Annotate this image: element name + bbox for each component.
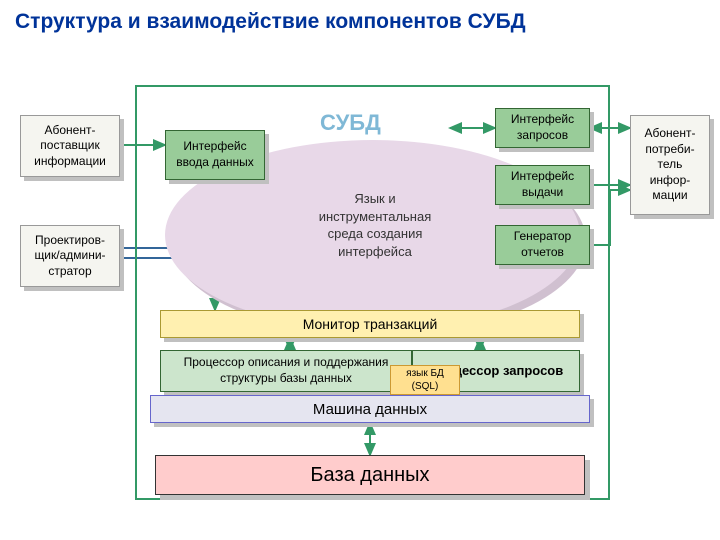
input-iface: Интерфейсввода данных [165,130,265,180]
designer: Проектиров-щик/админи-стратор [20,225,120,287]
lang-bd-box: язык БД(SQL) [390,365,460,395]
subd-label: СУБД [320,110,381,136]
proc-left: Процессор описания и поддержанияструктур… [160,350,412,392]
language-text: Язык иинструментальнаясреда созданияинте… [295,190,455,260]
database-box: База данных [155,455,585,495]
query-iface: Интерфейсзапросов [495,108,590,148]
consumer: Абонент-потреби-тельинфор-мации [630,115,710,215]
report-gen: Генераторотчетов [495,225,590,265]
machine-box: Машина данных [150,395,590,423]
monitor-box: Монитор транзакций [160,310,580,338]
output-iface: Интерфейсвыдачи [495,165,590,205]
page-title: Структура и взаимодействие компонентов С… [15,10,526,34]
supplier: Абонент-поставщикинформации [20,115,120,177]
